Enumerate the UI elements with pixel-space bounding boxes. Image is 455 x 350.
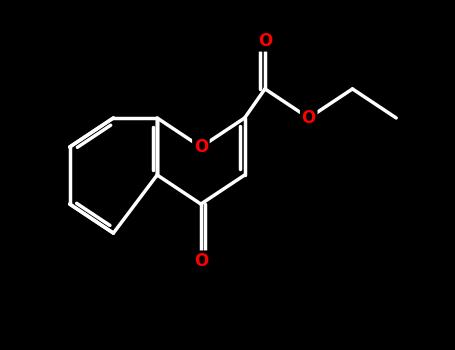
Text: O: O: [302, 109, 316, 127]
Text: O: O: [258, 32, 272, 50]
Text: O: O: [194, 252, 208, 270]
Text: O: O: [194, 138, 208, 156]
